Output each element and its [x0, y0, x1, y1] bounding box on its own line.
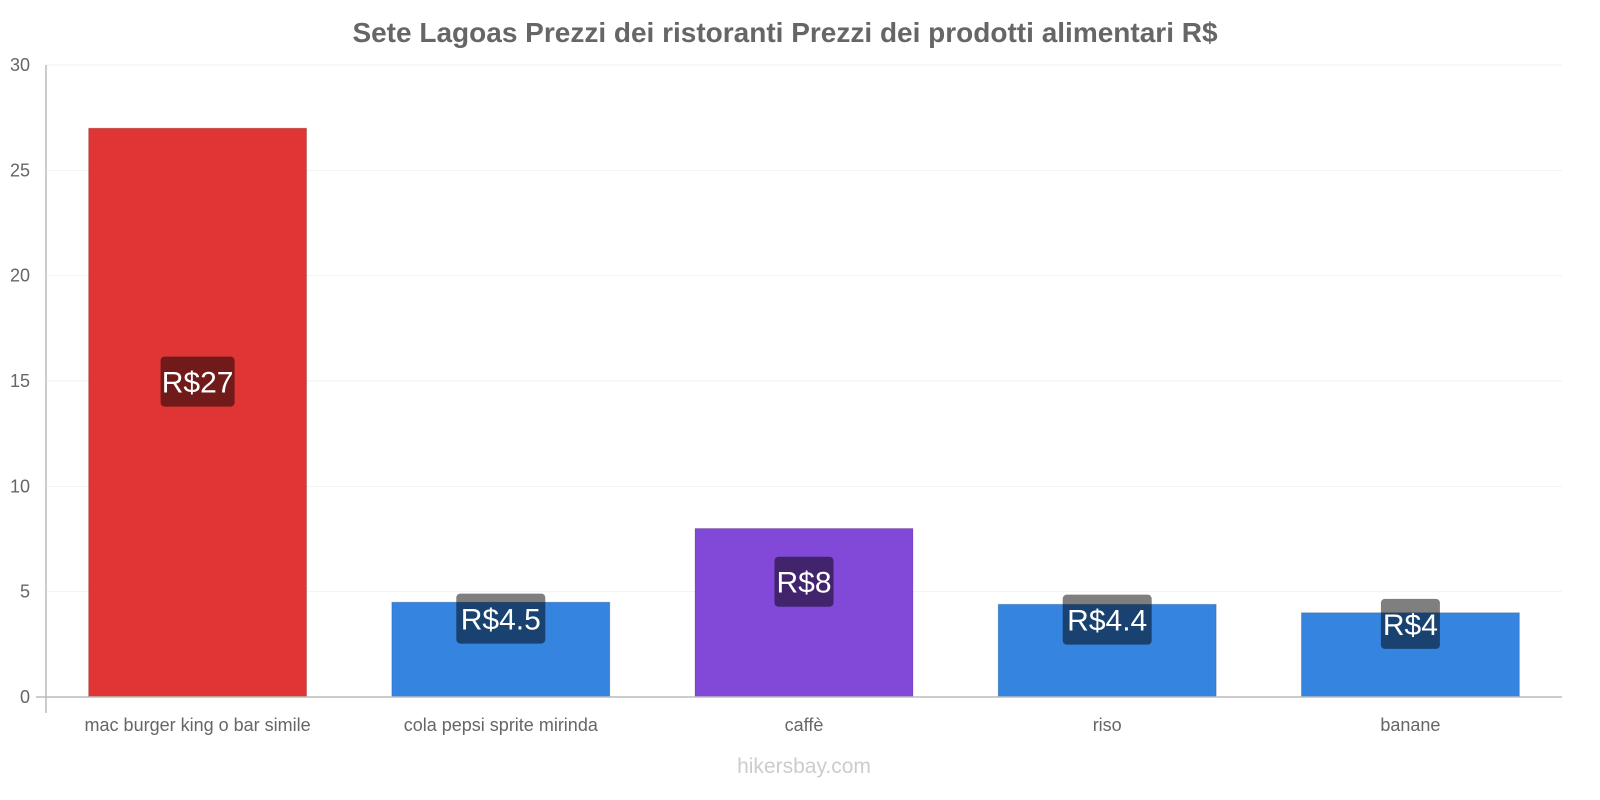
- data-label: R$4.4: [1067, 605, 1147, 638]
- data-label-box: [456, 593, 546, 644]
- data-label-box: [160, 356, 235, 407]
- y-tick-label: 20: [10, 266, 30, 286]
- data-label: R$8: [776, 567, 831, 600]
- y-tick-label: 0: [20, 687, 30, 707]
- data-label: R$4: [1383, 609, 1438, 642]
- y-tick-label: 5: [20, 582, 30, 602]
- watermark: hikersbay.com: [737, 755, 871, 778]
- y-tick-label: 15: [10, 371, 30, 391]
- data-label: R$4.5: [461, 604, 541, 637]
- x-tick-label: mac burger king o bar simile: [85, 715, 311, 735]
- x-tick-label: banane: [1380, 715, 1440, 735]
- y-tick-label: 30: [10, 55, 30, 75]
- bar: [694, 527, 914, 698]
- data-label-box: [1062, 594, 1152, 645]
- data-label-box: [1380, 598, 1440, 649]
- data-label: R$27: [162, 367, 234, 400]
- bar: [88, 127, 308, 698]
- y-tick-label: 25: [10, 160, 30, 180]
- chart-title: Sete Lagoas Prezzi dei ristoranti Prezzi…: [352, 17, 1218, 48]
- x-tick-label: cola pepsi sprite mirinda: [404, 715, 599, 735]
- data-label-box: [774, 556, 834, 607]
- y-tick-label: 10: [10, 476, 30, 496]
- x-tick-label: caffè: [785, 715, 824, 735]
- x-tick-label: riso: [1093, 715, 1122, 735]
